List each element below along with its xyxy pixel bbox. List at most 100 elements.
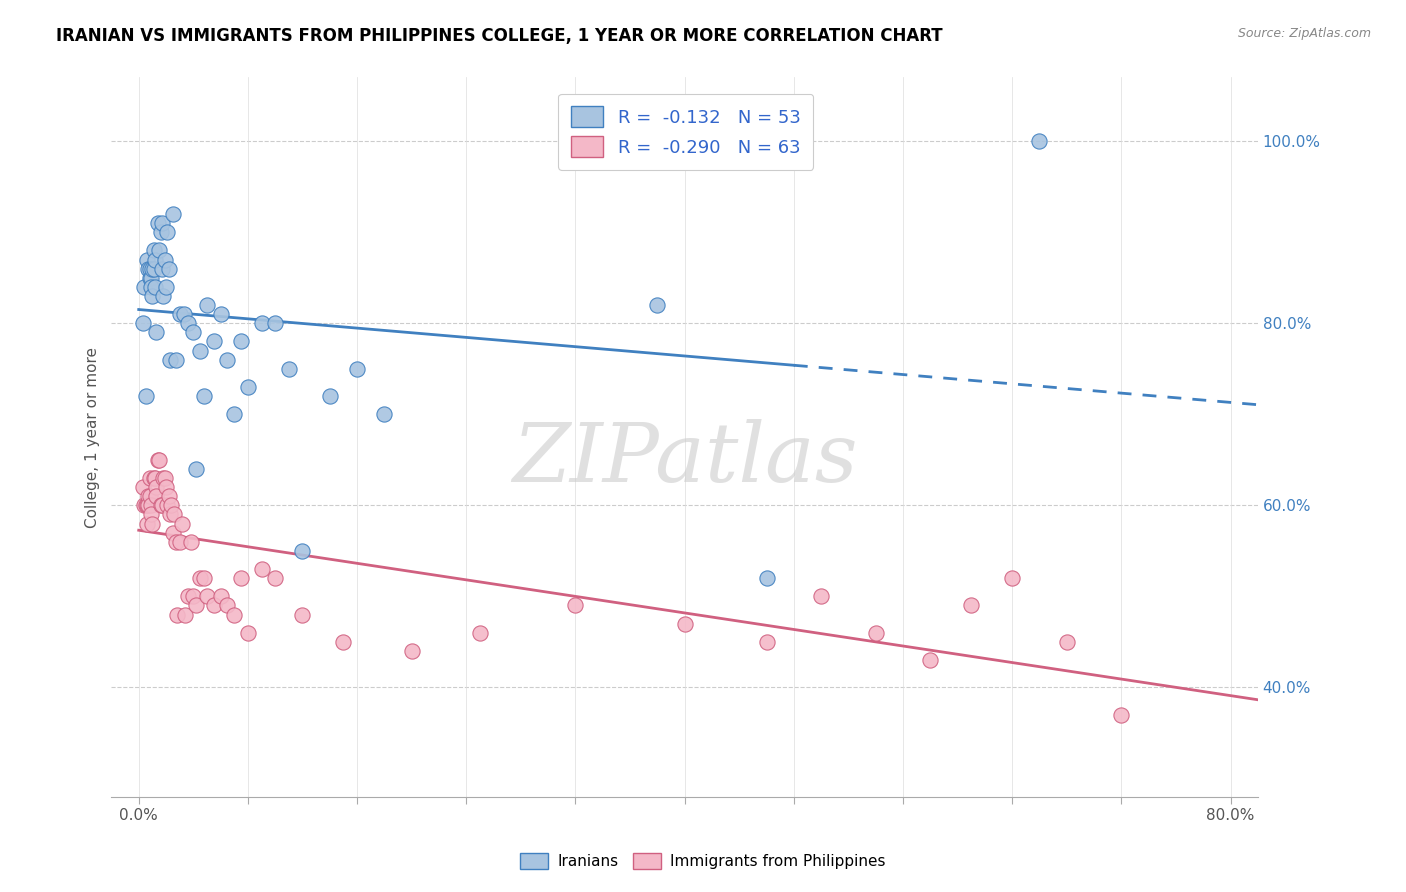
Point [157,261,180,276]
Point [373,407,395,421]
Point [169,307,191,321]
Point [138,471,160,485]
Point [152,289,174,303]
Point [135,516,157,531]
Point [152,471,174,485]
Point [150,499,173,513]
Point [132,480,155,494]
Point [810,590,832,604]
Point [143,280,166,294]
Point [141,289,163,303]
Point [229,571,252,585]
Point [291,544,314,558]
Point [250,316,273,330]
Point [162,207,184,221]
Point [139,280,162,294]
Point [135,499,157,513]
Point [165,534,187,549]
Point [202,599,225,613]
Point [195,298,218,312]
Point [156,499,179,513]
Point [157,489,180,503]
Text: ZIPatlas: ZIPatlas [512,418,858,499]
Point [142,261,165,276]
Point [155,480,177,494]
Point [159,508,181,522]
Point [159,352,181,367]
Point [673,616,696,631]
Point [264,316,287,330]
Point [1056,635,1078,649]
Point [264,571,287,585]
Point [136,261,159,276]
Point [142,471,165,485]
Point [132,316,155,330]
Point [172,516,194,531]
Point [145,326,167,340]
Point [149,225,172,239]
Y-axis label: College, 1 year or more: College, 1 year or more [86,347,100,527]
Point [155,280,177,294]
Point [236,380,259,394]
Point [202,334,225,349]
Point [135,389,157,403]
Point [920,653,942,667]
Point [138,261,160,276]
Point [332,635,354,649]
Point [139,499,162,513]
Point [169,534,191,549]
Point [195,590,218,604]
Point [865,625,887,640]
Point [236,625,259,640]
Legend: Iranians, Immigrants from Philippines: Iranians, Immigrants from Philippines [515,847,891,875]
Point [188,571,211,585]
Point [134,499,156,513]
Point [277,361,299,376]
Point [177,316,200,330]
Point [135,499,157,513]
Point [209,307,232,321]
Point [346,361,368,376]
Point [153,252,176,267]
Text: IRANIAN VS IMMIGRANTS FROM PHILIPPINES COLLEGE, 1 YEAR OR MORE CORRELATION CHART: IRANIAN VS IMMIGRANTS FROM PHILIPPINES C… [56,27,943,45]
Point [755,635,778,649]
Point [136,489,159,503]
Point [217,352,239,367]
Point [141,516,163,531]
Point [145,480,167,494]
Point [181,590,204,604]
Point [163,508,186,522]
Point [146,452,169,467]
Point [142,244,165,258]
Point [141,261,163,276]
Point [184,462,207,476]
Point [229,334,252,349]
Point [166,607,188,622]
Point [755,571,778,585]
Point [319,389,342,403]
Point [1001,571,1024,585]
Point [160,499,183,513]
Point [209,590,232,604]
Point [224,607,246,622]
Point [138,270,160,285]
Point [143,252,166,267]
Point [153,471,176,485]
Point [193,571,215,585]
Point [217,599,239,613]
Point [468,625,491,640]
Point [564,599,586,613]
Point [138,489,160,503]
Point [188,343,211,358]
Point [165,352,187,367]
Point [184,599,207,613]
Point [135,252,157,267]
Text: Source: ZipAtlas.com: Source: ZipAtlas.com [1237,27,1371,40]
Point [250,562,273,576]
Point [143,471,166,485]
Point [1028,134,1050,148]
Point [174,607,197,622]
Point [177,590,200,604]
Point [401,644,423,658]
Point [1111,707,1133,722]
